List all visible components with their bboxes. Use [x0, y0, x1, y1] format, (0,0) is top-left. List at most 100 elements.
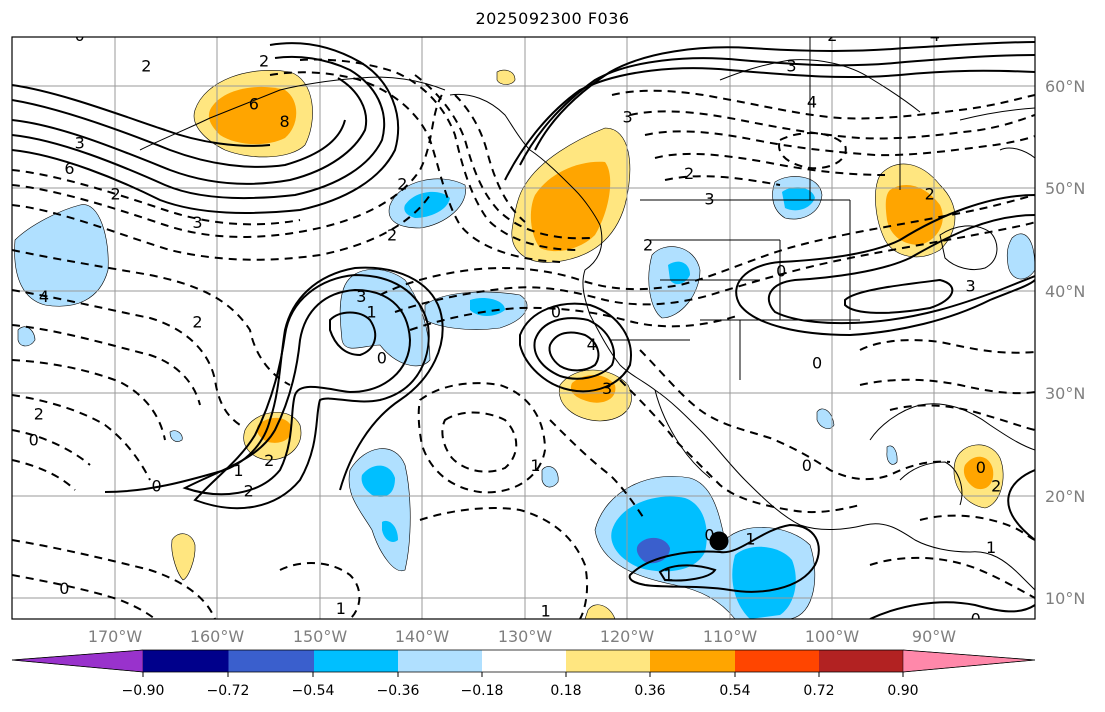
contour-label: 1 [530, 456, 540, 475]
lon-label: 160°W [189, 627, 245, 646]
lat-label: 40°N [1045, 282, 1086, 301]
lon-label: 130°W [497, 627, 553, 646]
contour-label: 0 [776, 261, 786, 280]
shade-positive [530, 161, 611, 252]
lat-label: 50°N [1045, 179, 1086, 198]
contour-label: 1 [336, 599, 346, 618]
contour-label: 6 [64, 159, 74, 178]
contour-label: 3 [704, 190, 714, 209]
shade-negative [361, 465, 395, 497]
contour-label: 1 [541, 601, 551, 620]
shade-negative [1006, 233, 1035, 280]
colorbar-bin [566, 650, 650, 672]
shade-positive [885, 185, 943, 245]
shade-negative [541, 466, 559, 488]
contour-label: 2 [259, 51, 269, 70]
colorbar-tick-label: 0.36 [634, 683, 666, 699]
colorbar-bin [228, 650, 314, 672]
shade-positive [208, 86, 297, 145]
contour-label: 0 [151, 476, 161, 495]
contour-label: 0 [802, 456, 812, 475]
colorbar-extend-min [11, 649, 144, 673]
colorbar-tick-label: 0.72 [803, 683, 835, 699]
contour-label: 2 [827, 26, 837, 45]
contour-label: 3 [356, 287, 366, 306]
contour-label: 2 [192, 313, 202, 332]
colorbar-tick-label: −0.36 [376, 683, 420, 699]
lon-label: 140°W [394, 627, 450, 646]
colorbar-tick-label: −0.54 [291, 683, 335, 699]
contour-label: 0 [59, 579, 69, 598]
contours-solid [12, 41, 1035, 619]
lat-label: 20°N [1045, 487, 1086, 506]
shade-positive [584, 604, 616, 619]
shade-positive [496, 69, 516, 85]
colorbar-bin [650, 650, 735, 672]
lat-label: 30°N [1045, 384, 1086, 403]
shaded-field [14, 69, 1035, 619]
contour-label: 3 [966, 277, 976, 296]
lon-label: 150°W [292, 627, 348, 646]
colorbar-tick-label: 0.90 [887, 683, 919, 699]
contour-label: 8 [279, 112, 289, 131]
colorbar-bin [482, 650, 566, 672]
contour-label: 6 [249, 94, 259, 113]
lon-label: 100°W [804, 627, 860, 646]
contour-label: 0 [29, 430, 39, 449]
lon-label: 170°W [87, 627, 143, 646]
colorbar-tick-label: 0.54 [719, 683, 751, 699]
contour-label: 3 [602, 379, 612, 398]
lat-label: 10°N [1045, 589, 1086, 608]
shade-negative [339, 269, 431, 367]
contour-label: 0 [75, 26, 85, 45]
shade-negative [382, 520, 398, 542]
contour-label: 0 [812, 353, 822, 372]
contour-label: 2 [264, 451, 274, 470]
shade-positive [570, 374, 616, 403]
contour-label: 2 [244, 481, 254, 500]
shade-positive [963, 456, 994, 490]
lat-label: 60°N [1045, 77, 1086, 96]
contour-label: 1 [233, 461, 243, 480]
contour-label: 3 [192, 213, 202, 232]
shade-negative [782, 187, 815, 211]
lon-label: 110°W [702, 627, 758, 646]
contour-label: 0 [976, 458, 986, 477]
contour-label: 3 [786, 57, 796, 76]
colorbar [11, 649, 1036, 677]
shade-negative [169, 430, 183, 442]
colorbar-tick-label: −0.18 [460, 683, 504, 699]
shade-negative [668, 261, 690, 285]
plot-title: 2025092300 F036 [475, 9, 630, 28]
contour-label: 6 [955, 0, 965, 19]
contour-label: 2 [991, 476, 1001, 495]
contour-label: 0 [551, 302, 561, 321]
contour-label: 1 [745, 530, 755, 549]
map-frame [11, 36, 1036, 620]
station-marker [709, 531, 729, 551]
contour-label: 0 [971, 609, 981, 628]
shade-negative [732, 546, 796, 619]
contour-label: 4 [807, 92, 817, 111]
contour-label: 2 [141, 57, 151, 76]
colorbar-tick-label: −0.90 [121, 683, 165, 699]
contour-label: 2 [387, 225, 397, 244]
contour-label: 3 [623, 108, 633, 127]
colorbar-tick-label: 0.18 [550, 683, 582, 699]
contour-label: 1 [367, 302, 377, 321]
colorbar-bin [143, 650, 229, 672]
contour-label: 8 [909, 0, 919, 11]
contour-label: 4 [39, 287, 49, 306]
shade-negative [816, 408, 835, 429]
shade-positive [171, 533, 196, 581]
contour-label: 4 [587, 335, 597, 354]
lon-label: 120°W [599, 627, 655, 646]
colorbar-tick-label: −0.72 [206, 683, 250, 699]
colorbar-bin [314, 650, 398, 672]
contour-label: 1 [663, 565, 673, 584]
contour-label: 2 [925, 185, 935, 204]
colorbar-bin [735, 650, 819, 672]
contour-label: 0 [377, 348, 387, 367]
contour-label: 3 [75, 133, 85, 152]
